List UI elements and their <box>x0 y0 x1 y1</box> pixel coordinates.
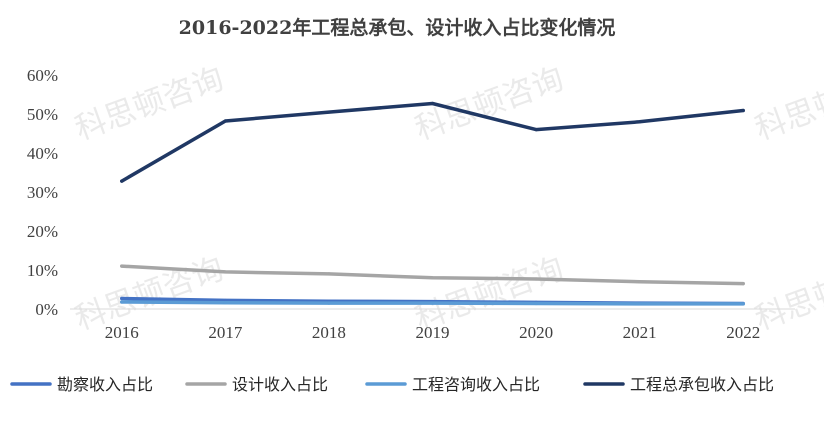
data-point <box>638 120 642 124</box>
data-point <box>430 101 435 106</box>
watermark-text: 科思顿咨询 <box>750 251 824 338</box>
x-tick-label: 2018 <box>312 323 346 342</box>
watermark-text: 科思顿咨询 <box>70 251 228 338</box>
data-point <box>430 301 435 305</box>
x-tick-label: 2016 <box>105 323 139 342</box>
data-point <box>741 108 745 113</box>
legend-label: 设计收入占比 <box>232 375 328 394</box>
data-point <box>327 272 331 276</box>
legend-label: 工程咨询收入占比 <box>412 375 540 394</box>
data-point <box>120 264 124 268</box>
y-tick-label: 60% <box>27 66 58 85</box>
data-point <box>120 179 124 183</box>
y-tick-label: 30% <box>27 183 58 202</box>
data-point <box>223 270 227 274</box>
data-point <box>430 276 435 280</box>
x-tick-label: 2020 <box>519 323 553 342</box>
data-point <box>327 110 331 114</box>
x-tick-label: 2021 <box>623 323 657 342</box>
x-tick-label: 2019 <box>416 323 450 342</box>
data-point <box>327 301 331 305</box>
data-point <box>534 277 538 281</box>
series-lines <box>120 101 745 306</box>
y-tick-label: 20% <box>27 222 58 241</box>
y-tick-label: 40% <box>27 144 58 163</box>
legend-label: 工程总承包收入占比 <box>630 375 774 394</box>
legend-label: 勘察收入占比 <box>57 375 153 394</box>
y-tick-label: 50% <box>27 105 58 124</box>
x-tick-label: 2022 <box>726 323 760 342</box>
legend: 勘察收入占比 设计收入占比 工程咨询收入占比 工程总承包收入占比 <box>10 375 774 394</box>
data-point <box>534 301 538 306</box>
data-point <box>741 282 745 286</box>
data-point <box>741 302 745 306</box>
data-point <box>638 280 642 284</box>
x-tick-label: 2017 <box>208 323 243 342</box>
data-point <box>120 296 124 301</box>
y-axis-ticks: 0% 10% 20% 30% 40% 50% 60% <box>27 66 58 319</box>
x-axis-ticks: 2016 2017 2018 2019 2020 2021 2022 <box>105 323 760 342</box>
data-point <box>223 119 227 123</box>
chart-title: 2016-2022年工程总承包、设计收入占比变化情况 <box>179 16 616 39</box>
data-point <box>223 301 227 305</box>
y-tick-label: 0% <box>35 300 58 319</box>
watermark-text: 科思顿咨询 <box>750 61 824 148</box>
data-point <box>638 302 642 306</box>
data-point <box>120 300 124 304</box>
data-point <box>534 128 538 132</box>
y-tick-label: 10% <box>27 261 58 280</box>
